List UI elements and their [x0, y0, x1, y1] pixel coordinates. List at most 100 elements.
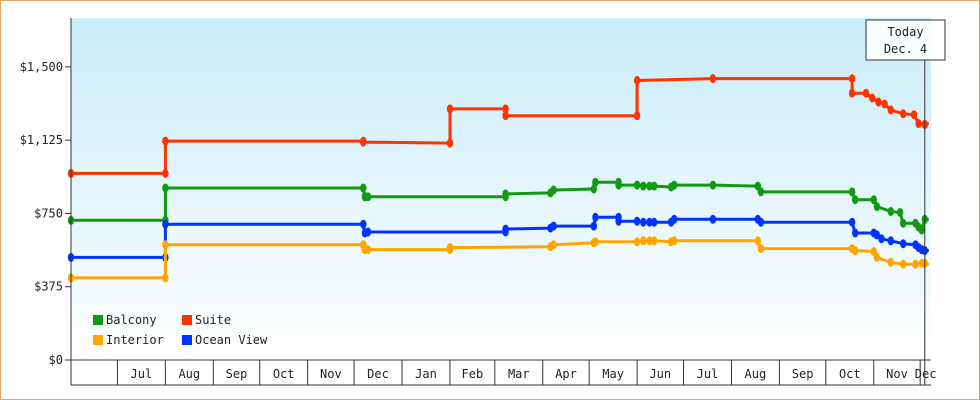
data-point-balcony [870, 195, 877, 205]
data-point-suite [446, 138, 454, 148]
axes-layer: $0 $375 $750 $1,125 $1,500 Jul Aug Sep Oct Nov Dec… [20, 18, 937, 386]
y-tick-label: $0 [49, 353, 63, 367]
data-point-balcony [646, 181, 653, 191]
data-point-ocean-view [900, 239, 907, 249]
x-tick-label: Dec [915, 367, 937, 381]
y-tick-label: $1,500 [20, 60, 63, 74]
data-point-ocean-view [873, 230, 881, 240]
data-point-ocean-view [592, 212, 599, 222]
y-tick-label: $750 [34, 206, 63, 220]
data-point-ocean-view [640, 217, 647, 227]
data-point-ocean-view [878, 234, 885, 244]
data-point-suite [709, 74, 717, 84]
x-tick-label: Jul [697, 367, 719, 381]
legend-label-balcony: Balcony [106, 313, 157, 327]
data-point-balcony [896, 208, 904, 217]
data-point-interior [633, 237, 641, 247]
data-point-suite [162, 136, 169, 146]
data-point-ocean-view [646, 217, 653, 227]
data-point-suite [910, 110, 918, 120]
data-point-suite [633, 111, 641, 121]
legend: Balcony Suite Interior Ocean View [93, 313, 268, 347]
x-tick-label: Jul [131, 367, 153, 381]
legend-label-interior: Interior [106, 333, 164, 347]
data-point-suite [875, 97, 882, 107]
data-point-ocean-view [590, 221, 597, 231]
legend-label-ocean-view: Ocean View [195, 333, 268, 347]
data-point-ocean-view [550, 221, 557, 231]
data-point-ocean-view [709, 214, 717, 224]
data-point-suite [633, 76, 641, 85]
data-point-balcony [502, 189, 509, 199]
data-point-balcony [671, 180, 678, 190]
data-point-suite [848, 88, 856, 98]
data-point-interior [162, 273, 169, 283]
data-point-balcony [360, 183, 367, 193]
data-point-interior [550, 240, 557, 250]
data-point-ocean-view [671, 214, 678, 224]
today-label-box [865, 19, 946, 61]
data-point-balcony [887, 207, 894, 216]
data-point-ocean-view [360, 219, 367, 229]
x-tick-label: Apr [555, 367, 577, 381]
data-point-ocean-view [848, 217, 856, 227]
today-label-line2: Dec. 4 [884, 42, 927, 56]
data-point-suite [862, 88, 870, 98]
x-tick-label: Feb [462, 367, 484, 381]
legend-label-suite: Suite [195, 313, 231, 327]
data-point-suite [360, 137, 367, 147]
data-point-suite [915, 119, 922, 128]
data-point-balcony [162, 183, 169, 193]
data-point-balcony [633, 180, 641, 190]
data-point-interior [162, 240, 169, 250]
y-tick-label: $375 [34, 280, 63, 294]
today-label-line1: Today [887, 25, 923, 39]
data-point-suite [881, 99, 888, 109]
data-point-interior [887, 257, 894, 267]
data-point-suite [848, 74, 856, 84]
data-point-interior [757, 244, 765, 254]
x-tick-label: Aug [745, 367, 767, 381]
data-point-balcony [364, 192, 372, 202]
x-tick-label: May [602, 367, 624, 381]
x-tick-label: Nov [320, 367, 342, 381]
data-point-balcony [709, 180, 717, 190]
data-point-interior [671, 236, 678, 246]
data-point-interior [852, 246, 859, 256]
data-point-balcony [757, 187, 765, 197]
data-point-balcony [592, 177, 599, 187]
data-point-ocean-view [650, 217, 658, 227]
x-tick-label: Jan [415, 367, 437, 381]
data-point-interior [364, 245, 372, 255]
data-point-interior [650, 236, 658, 246]
data-point-suite [162, 168, 169, 178]
legend-swatch-ocean-view [182, 335, 192, 345]
x-tick-label: Aug [178, 367, 200, 381]
data-point-balcony [852, 195, 859, 205]
data-point-balcony [615, 180, 622, 190]
data-point-balcony [873, 202, 881, 212]
data-point-suite [446, 104, 454, 114]
data-point-suite [887, 105, 894, 115]
x-tick-label: Sep [792, 367, 814, 381]
data-point-balcony [640, 181, 647, 191]
legend-swatch-balcony [93, 315, 103, 325]
x-tick-label: Jun [649, 367, 671, 381]
data-point-interior [446, 243, 454, 253]
data-point-interior [900, 259, 907, 269]
today-marker: Today Dec. 4 [865, 19, 946, 385]
data-point-ocean-view [757, 217, 765, 227]
data-point-ocean-view [364, 227, 372, 237]
data-point-balcony [900, 218, 907, 228]
data-point-ocean-view [887, 236, 894, 246]
data-point-ocean-view [615, 216, 622, 226]
y-tick-label: $1,125 [20, 133, 63, 147]
data-point-interior [754, 236, 761, 246]
data-point-balcony [590, 184, 597, 194]
data-point-interior [592, 237, 599, 247]
data-point-balcony [848, 187, 856, 197]
x-tick-label: Dec [367, 367, 389, 381]
x-tick-label: Oct [839, 367, 861, 381]
data-point-balcony [550, 185, 557, 195]
